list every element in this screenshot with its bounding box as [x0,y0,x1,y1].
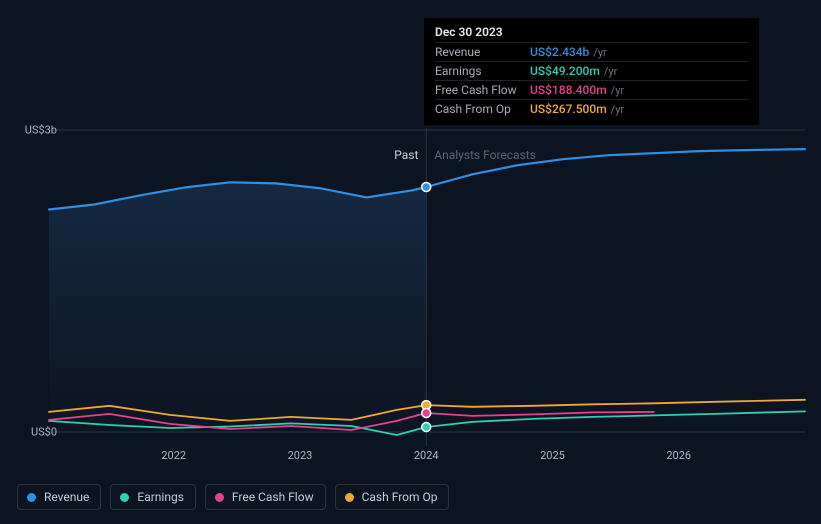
tooltip-key: Revenue [435,45,530,59]
tooltip-row: EarningsUS$49.200m/yr [435,61,748,80]
legend-item-cash-from-op[interactable]: Cash From Op [335,484,450,510]
tooltip-unit: /yr [593,46,606,59]
tooltip-key: Free Cash Flow [435,83,530,97]
tooltip-value: US$267.500m [530,102,607,116]
x-axis-label: 2023 [288,449,313,462]
tooltip-unit: /yr [604,65,617,78]
y-axis-label: US$3b [25,124,57,137]
legend-item-earnings[interactable]: Earnings [110,484,196,510]
tooltip-date: Dec 30 2023 [435,25,748,42]
legend-dot-icon [345,493,354,502]
x-axis-label: 2025 [540,449,565,462]
tooltip-value: US$188.400m [530,83,607,97]
x-axis-label: 2026 [666,449,691,462]
tooltip-value: US$2.434b [530,45,589,59]
tooltip-rows: RevenueUS$2.434b/yrEarningsUS$49.200m/yr… [435,42,748,118]
tooltip-unit: /yr [611,84,624,97]
x-axis-label: 2022 [161,449,186,462]
legend-item-revenue[interactable]: Revenue [17,484,101,510]
chart-legend: Revenue Earnings Free Cash Flow Cash From O… [17,484,449,510]
tooltip-row: Cash From OpUS$267.500m/yr [435,99,748,118]
forecast-label: Analysts Forecasts [434,148,536,162]
tooltip-value: US$49.200m [530,64,600,78]
legend-dot-icon [215,493,224,502]
legend-item-free-cash-flow[interactable]: Free Cash Flow [205,484,326,510]
past-label: Past [394,148,418,162]
legend-label: Cash From Op [362,490,438,504]
legend-label: Revenue [44,490,89,504]
x-axis-label: 2024 [414,449,439,462]
tooltip-key: Earnings [435,64,530,78]
chart-tooltip: Dec 30 2023 RevenueUS$2.434b/yrEarningsU… [424,18,759,125]
legend-label: Free Cash Flow [232,490,314,504]
tooltip-row: Free Cash FlowUS$188.400m/yr [435,80,748,99]
y-axis-label: US$0 [31,426,57,439]
tooltip-unit: /yr [611,103,624,116]
tooltip-row: RevenueUS$2.434b/yr [435,42,748,61]
tooltip-key: Cash From Op [435,102,530,116]
legend-dot-icon [27,493,36,502]
legend-dot-icon [120,493,129,502]
legend-label: Earnings [137,490,184,504]
